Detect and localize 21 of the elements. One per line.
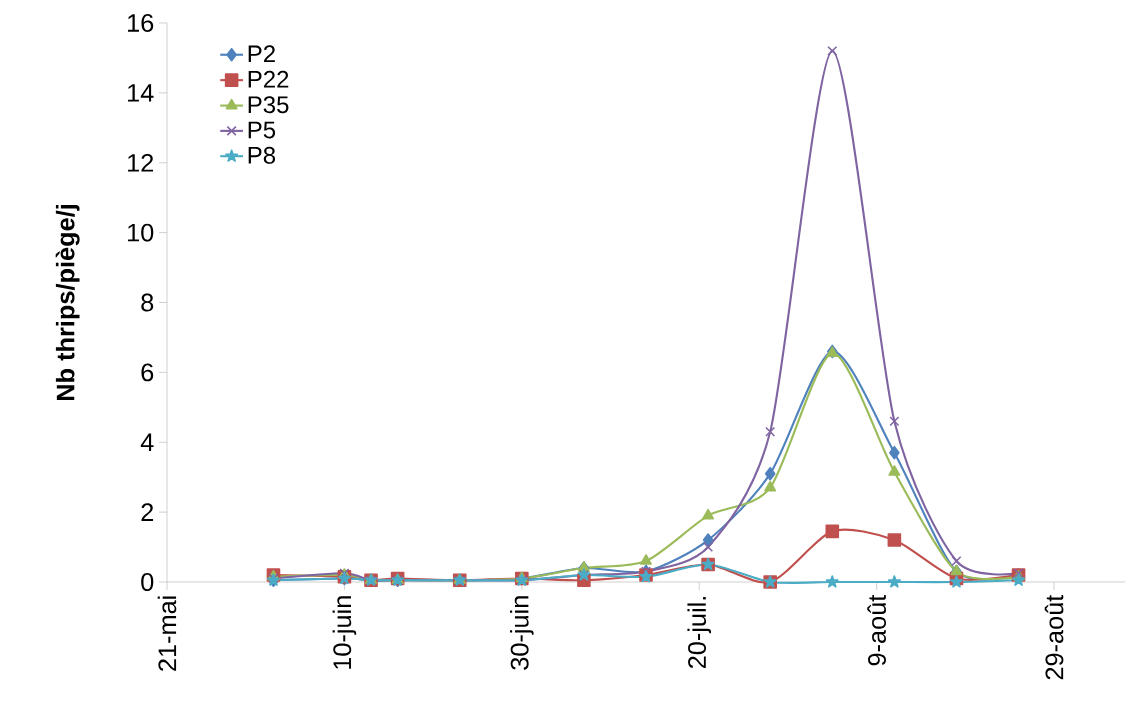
x-tick-label: 29-août [1044, 594, 1064, 680]
y-tick-label: 8 [141, 293, 154, 312]
x-tick-label: 21-mai [157, 596, 177, 671]
y-tick-label: 12 [128, 153, 154, 172]
x-tick-label: 20-juil. [687, 597, 712, 669]
y-tick-label: 0 [141, 573, 154, 591]
y-axis-title: Nb thrips/piège/j [55, 205, 80, 401]
y-tick-label: 14 [128, 84, 154, 102]
y-tick-label: 4 [140, 433, 154, 451]
x-tick-label: 9-août [867, 594, 886, 666]
x-tick-label: 10-juin [332, 596, 357, 669]
y-tick-label: 10 [128, 223, 154, 242]
legend-label: P22 [248, 70, 289, 88]
y-tick-label: 6 [141, 363, 154, 382]
legend-label: P35 [248, 96, 289, 114]
legend-label: P5 [248, 121, 276, 139]
legend-label: P8 [248, 146, 276, 164]
y-tick-label: 2 [141, 503, 154, 521]
y-tick-label: 16 [128, 14, 154, 32]
x-tick-label: 30-juin [510, 596, 534, 670]
legend-label: P2 [248, 45, 275, 63]
